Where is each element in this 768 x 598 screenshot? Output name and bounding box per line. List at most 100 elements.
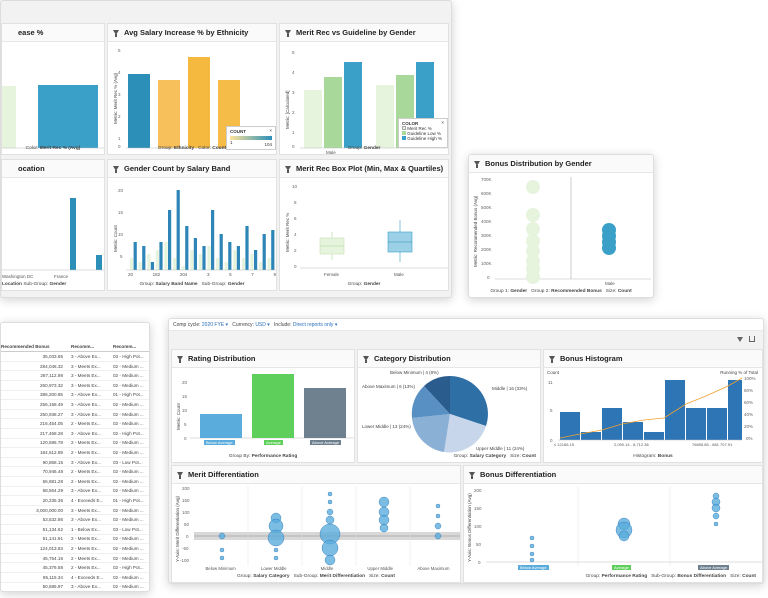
bubble[interactable] — [434, 532, 442, 540]
filter-icon[interactable] — [113, 166, 119, 173]
table-row[interactable]: 216,454.05 2 - Meets Ex... 02 - Medium ... — [1, 420, 149, 429]
bubble[interactable] — [529, 535, 535, 541]
bar[interactable] — [250, 254, 254, 270]
bubble[interactable] — [526, 244, 540, 258]
bar[interactable] — [252, 374, 294, 438]
bar[interactable] — [2, 86, 16, 148]
histogram-bar[interactable] — [644, 432, 664, 440]
table-row[interactable]: 217,468.28 3 - Above Ex... 02 - High Pot..… — [1, 430, 149, 439]
bar[interactable] — [228, 242, 232, 270]
bubble[interactable] — [526, 222, 540, 236]
bar[interactable] — [188, 57, 210, 148]
table-row[interactable]: 45,376.58 2 - Meets Ex... 02 - High Pot... — [1, 564, 149, 573]
bar[interactable] — [198, 254, 202, 270]
bubble[interactable] — [273, 547, 279, 553]
bubble[interactable] — [435, 503, 441, 509]
filter-icon[interactable] — [474, 161, 480, 168]
bubble[interactable] — [526, 180, 540, 194]
bar[interactable] — [262, 234, 266, 270]
filter-icon[interactable] — [285, 166, 291, 173]
bubble[interactable] — [325, 515, 335, 525]
bar[interactable] — [130, 258, 134, 270]
bubble[interactable] — [602, 241, 616, 255]
bar[interactable] — [176, 190, 180, 270]
bar[interactable] — [70, 198, 76, 270]
bubble[interactable] — [711, 503, 721, 513]
table-row[interactable]: 256,158.49 3 - Above Ex... 02 - Medium ... — [1, 401, 149, 410]
table-row[interactable]: 50,685.97 3 - Above Ex... 02 - Medium ... — [1, 583, 149, 591]
chevron-down-icon[interactable]: ▾ — [265, 322, 270, 328]
bar[interactable] — [207, 246, 211, 270]
include-select[interactable]: Direct reports only — [292, 322, 334, 328]
bubble[interactable] — [526, 208, 540, 222]
bubble[interactable] — [434, 522, 442, 530]
bar[interactable] — [96, 255, 102, 270]
bar[interactable] — [168, 210, 172, 270]
bar[interactable] — [193, 238, 197, 270]
bubble[interactable] — [273, 555, 279, 561]
table-row[interactable]: 51,141.91 2 - Meets Ex... 02 - Medium ... — [1, 535, 149, 545]
filter-icon[interactable] — [737, 337, 743, 342]
bar[interactable] — [155, 250, 159, 270]
bar[interactable] — [304, 388, 346, 438]
filter-icon[interactable] — [549, 356, 555, 363]
table-row[interactable]: 124,013.63 2 - Meets Ex... 02 - Medium ... — [1, 545, 149, 554]
column-header[interactable]: Recomm... — [113, 344, 137, 349]
bubble[interactable] — [219, 547, 225, 553]
bar[interactable] — [190, 250, 194, 270]
table-row[interactable]: 53,532.86 3 - Above Ex... 02 - Medium ... — [1, 516, 149, 525]
filter-icon[interactable] — [113, 30, 119, 37]
bubble[interactable] — [327, 491, 333, 497]
legend-item[interactable]: Guideline Low % — [402, 131, 444, 136]
bubble[interactable] — [526, 270, 540, 284]
bar[interactable] — [254, 250, 258, 270]
bar[interactable] — [304, 90, 322, 148]
bar[interactable] — [158, 80, 180, 148]
bar[interactable] — [150, 262, 154, 270]
bar[interactable] — [324, 77, 342, 148]
column-header[interactable]: Recommended Bonus — [1, 344, 50, 349]
bar[interactable] — [236, 246, 240, 270]
pie-slice-lower-middle[interactable] — [412, 414, 450, 452]
legend-item[interactable]: Merit Rec % — [402, 126, 444, 131]
table-row[interactable]: 56,881.28 2 - Meets Ex... 02 - Medium ... — [1, 478, 149, 487]
bar[interactable] — [147, 254, 151, 270]
close-icon[interactable]: × — [269, 128, 272, 133]
bar[interactable] — [142, 246, 146, 270]
filter-icon[interactable] — [469, 472, 475, 479]
filter-icon[interactable] — [285, 30, 291, 37]
bubble[interactable] — [327, 499, 333, 505]
table-row[interactable]: 184,512.89 2 - Meets Ex... 02 - Medium ... — [1, 449, 149, 458]
bubble[interactable] — [267, 529, 285, 547]
table-row[interactable]: 70,946.48 2 - Meets Ex... 02 - Medium ... — [1, 468, 149, 477]
bar[interactable] — [173, 258, 177, 270]
bubble[interactable] — [379, 523, 389, 533]
table-row[interactable]: 284,046.32 3 - Meets Ex... 02 - Medium ... — [1, 363, 149, 372]
histogram-bar[interactable] — [560, 412, 580, 440]
bar[interactable] — [202, 246, 206, 270]
bar[interactable] — [200, 414, 242, 438]
histogram-bar[interactable] — [707, 408, 727, 440]
bar[interactable] — [133, 242, 137, 270]
close-icon[interactable]: × — [441, 120, 444, 125]
bar[interactable] — [224, 262, 228, 270]
filter-icon[interactable] — [177, 472, 183, 479]
bar[interactable] — [376, 85, 394, 148]
column-header[interactable]: Recomm... — [71, 344, 95, 349]
chevron-down-icon[interactable]: ▾ — [333, 322, 338, 328]
bar[interactable] — [159, 242, 163, 270]
histogram-bar[interactable] — [602, 408, 622, 440]
pie-slice-above-maximum[interactable] — [411, 386, 450, 418]
bubble[interactable] — [378, 514, 390, 526]
table-row[interactable]: 386,200.85 3 - Above Ex... 01 - High Pot..… — [1, 391, 149, 401]
bar[interactable] — [128, 74, 150, 148]
bar[interactable] — [38, 85, 98, 148]
table-row[interactable]: 90,868.15 3 - Above Ex... 03 - Low Pot... — [1, 459, 149, 468]
histogram-bar[interactable] — [686, 408, 706, 440]
bubble[interactable] — [526, 234, 540, 248]
bubble[interactable] — [435, 513, 441, 519]
bar[interactable] — [216, 258, 220, 270]
table-row[interactable]: 45,754.16 2 - Meets Ex... 02 - Medium ... — [1, 555, 149, 564]
bubble[interactable] — [218, 532, 226, 540]
table-row[interactable]: 35,033.65 3 - Above Ex... 03 - High Pot... — [1, 353, 149, 362]
